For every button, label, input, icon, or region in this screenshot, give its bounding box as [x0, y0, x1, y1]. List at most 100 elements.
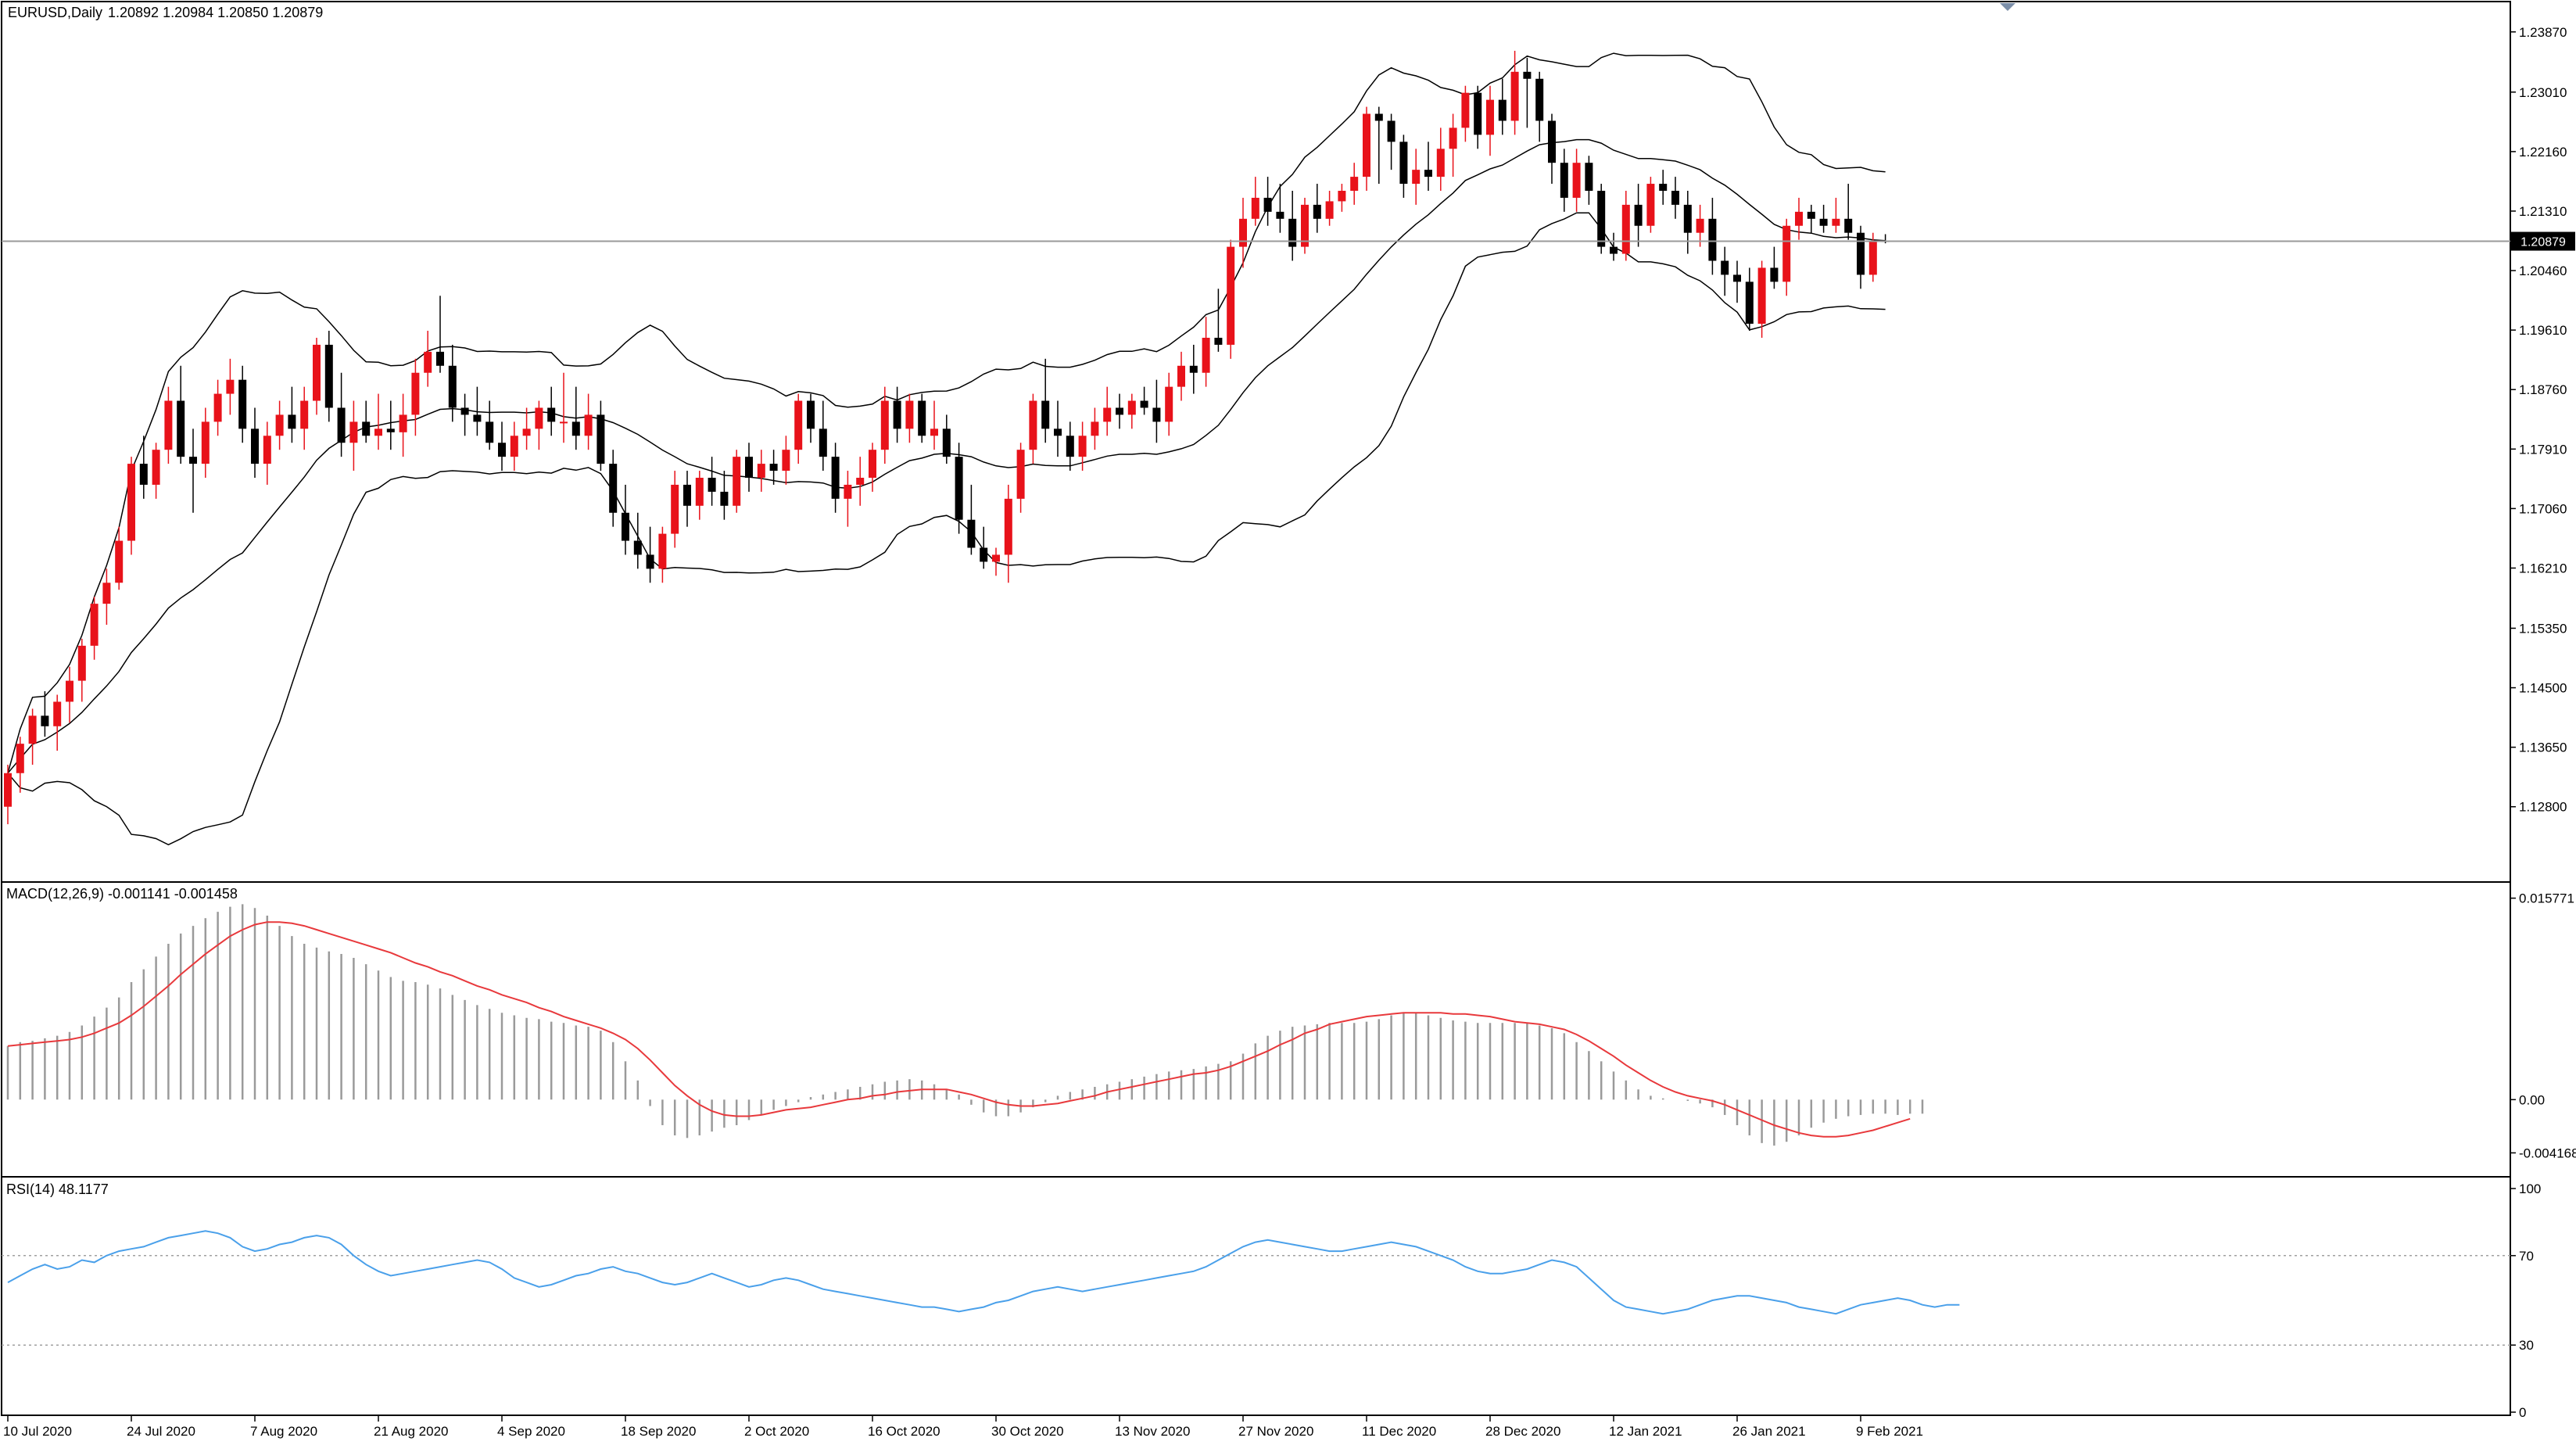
- candle-body: [485, 421, 494, 443]
- candlesticks: [4, 50, 1890, 825]
- candle: [1474, 85, 1482, 149]
- candle: [1424, 142, 1432, 191]
- candle-body: [1646, 184, 1655, 226]
- candle-body: [1548, 120, 1556, 163]
- candle: [646, 526, 654, 583]
- candle-body: [300, 400, 309, 429]
- candle: [1029, 393, 1037, 464]
- candle: [66, 666, 73, 723]
- current-price-tag: [2511, 231, 2575, 251]
- candle: [1610, 232, 1618, 261]
- time-tick-label: 12 Jan 2021: [1609, 1424, 1682, 1439]
- candle: [1733, 260, 1741, 303]
- time-tick-label: 2 Oct 2020: [744, 1424, 809, 1439]
- candle-body: [905, 400, 914, 429]
- candle-body: [1165, 386, 1173, 422]
- candle: [1202, 317, 1210, 387]
- candle-body: [869, 450, 876, 479]
- candle: [683, 471, 691, 527]
- candle: [510, 421, 518, 472]
- price-tick-label: 1.23010: [2519, 85, 2567, 100]
- candle: [609, 450, 618, 527]
- candle-body: [1202, 337, 1210, 373]
- candle: [1449, 113, 1457, 177]
- candle: [633, 512, 642, 569]
- candle-body: [1004, 498, 1012, 555]
- candle-body: [1535, 78, 1544, 121]
- candle-body: [337, 407, 346, 443]
- candle-body: [980, 547, 988, 562]
- candle: [275, 400, 284, 450]
- candle-body: [794, 400, 803, 450]
- candle: [1523, 57, 1532, 128]
- candle: [1585, 156, 1593, 205]
- candle-body: [115, 540, 124, 583]
- candle: [769, 450, 778, 485]
- candle: [869, 443, 876, 492]
- candle: [263, 421, 271, 485]
- macd-tick-label: 0.015771: [2519, 891, 2574, 906]
- candle-body: [16, 744, 24, 773]
- candle: [1708, 197, 1717, 275]
- candle-body: [1177, 365, 1185, 387]
- candle-body: [893, 400, 901, 429]
- candle: [313, 337, 321, 415]
- candle-body: [584, 414, 593, 436]
- candle: [337, 372, 346, 457]
- candle: [1436, 127, 1445, 191]
- candle-body: [1498, 99, 1507, 121]
- candle-body: [807, 400, 815, 429]
- rsi-tick-label: 30: [2519, 1338, 2534, 1353]
- candle-body: [757, 464, 765, 479]
- candle-body: [844, 484, 852, 499]
- candle: [1683, 190, 1692, 254]
- candle: [1103, 386, 1112, 436]
- candle: [349, 400, 358, 472]
- rsi-tick-label: 70: [2519, 1249, 2534, 1264]
- candle-body: [1363, 113, 1370, 177]
- price-tick-label: 1.19610: [2519, 323, 2567, 338]
- candle-body: [733, 457, 741, 506]
- candle: [782, 436, 790, 485]
- candle: [374, 393, 382, 450]
- candle-body: [1350, 177, 1359, 191]
- candle-body: [1251, 197, 1259, 219]
- candle-body: [1227, 246, 1235, 345]
- candle-body: [782, 450, 790, 472]
- candle: [856, 457, 865, 506]
- candle: [1091, 407, 1099, 450]
- candle: [201, 407, 210, 479]
- candle-body: [1127, 400, 1136, 415]
- candle-body: [547, 407, 556, 422]
- candle: [386, 400, 395, 450]
- candle: [102, 568, 111, 625]
- price-tick-label: 1.20460: [2519, 264, 2567, 278]
- candle-body: [1387, 120, 1395, 142]
- candle: [819, 400, 827, 472]
- time-tick-label: 10 Jul 2020: [3, 1424, 72, 1439]
- candle: [485, 400, 494, 450]
- candle: [1819, 204, 1828, 233]
- time-tick-label: 21 Aug 2020: [374, 1424, 448, 1439]
- candle-body: [498, 443, 506, 457]
- candle-body: [424, 351, 432, 373]
- candle-body: [646, 554, 654, 569]
- candle-body: [622, 512, 629, 541]
- candle: [1548, 113, 1556, 185]
- candle: [189, 428, 197, 513]
- candle-body: [226, 379, 235, 394]
- time-tick-label: 27 Nov 2020: [1238, 1424, 1313, 1439]
- candle-body: [1634, 204, 1643, 226]
- candle-body: [942, 428, 951, 457]
- candle: [720, 471, 729, 520]
- candle-body: [1757, 267, 1766, 324]
- candle-body: [880, 400, 889, 450]
- candle-body: [856, 478, 865, 485]
- candle: [1597, 184, 1606, 254]
- candle-body: [597, 414, 605, 464]
- candle-body: [745, 457, 753, 479]
- candle-body: [1486, 99, 1494, 135]
- candle-body: [1659, 184, 1668, 191]
- candle: [152, 443, 160, 499]
- scroll-marker-icon[interactable]: [2000, 3, 2015, 11]
